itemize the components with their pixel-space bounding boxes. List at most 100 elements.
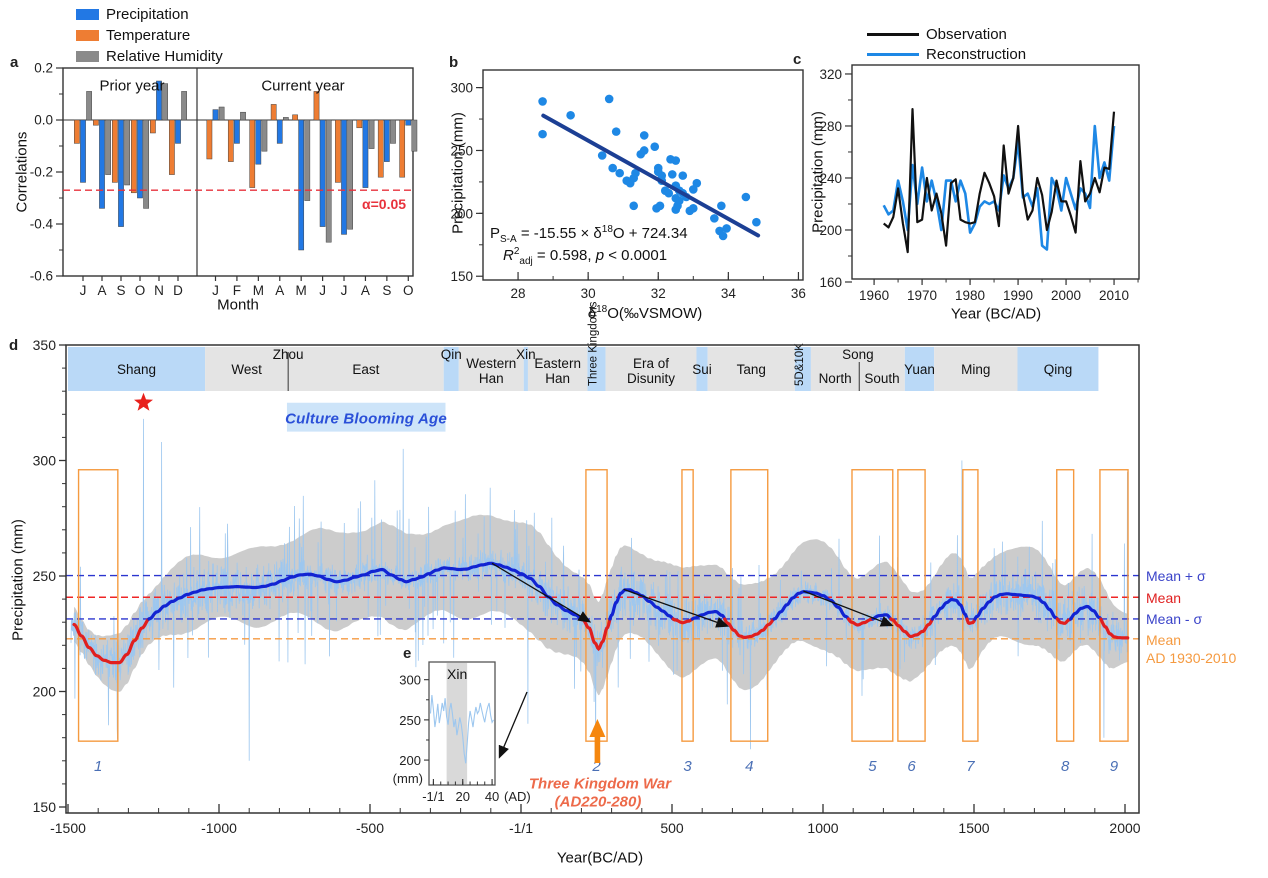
drought-box-6 — [897, 469, 926, 742]
bar-precipitation — [319, 119, 326, 227]
svg-text:A: A — [97, 283, 106, 298]
bar-relative-humidity — [143, 119, 149, 209]
scatter-point — [664, 188, 674, 198]
bar-precipitation — [99, 119, 105, 209]
dynasty-label-era-of-disunity: Era of — [633, 356, 669, 371]
panel-letter-a: a — [10, 54, 19, 71]
svg-text:250: 250 — [399, 713, 421, 728]
dynasty-label-eastern-han: Eastern — [534, 356, 581, 371]
scatter-point — [752, 217, 761, 227]
svg-text:250: 250 — [450, 143, 473, 158]
dynasty-label-tang: Tang — [737, 362, 766, 377]
inset-annual-series — [429, 694, 494, 764]
svg-text:-0.4: -0.4 — [30, 217, 54, 232]
drought-box-9 — [1099, 469, 1129, 742]
scatter-point — [604, 94, 614, 104]
scatter-point — [597, 151, 607, 160]
scatter-point — [650, 142, 660, 152]
prior-year-label: Prior year — [99, 77, 165, 95]
dynasty-label-qing: Qing — [1044, 362, 1073, 377]
d-ticks: 350 300 250 200 150 -1500 -1000 -500 -1/1 500 1000… — [33, 337, 1141, 836]
smoothed-curve-blue-segment — [690, 609, 727, 621]
dynasty-label-western-han: Han — [479, 371, 504, 386]
svg-text:J: J — [319, 283, 326, 298]
panel-letter-c: c — [793, 51, 802, 68]
svg-text:-1500: -1500 — [50, 820, 86, 836]
dynasty-label-5d-10k: 5D&10K — [794, 343, 806, 386]
scatter-point — [671, 156, 681, 165]
svg-text:-0.6: -0.6 — [30, 269, 53, 284]
svg-text:-1/1: -1/1 — [509, 820, 533, 836]
smoothed-curve — [72, 561, 1130, 665]
smoothed-curve-red-segment — [965, 617, 977, 625]
panel-letter-e: e — [403, 645, 412, 662]
bar-temperature — [169, 119, 175, 175]
svg-text:28: 28 — [511, 286, 526, 301]
b-x-axis-title: δ18O(‰VSMOW) — [587, 304, 703, 322]
dynasty-band-ming — [934, 347, 1018, 391]
b-ticks: 150 200 250 300 28 30 32 34 36 — [450, 81, 805, 301]
inset-pointer-arrow — [498, 691, 528, 759]
bar-temperature — [112, 119, 118, 183]
dynasty-label-three-kingdoms: Three Kingdoms — [588, 301, 600, 386]
svg-text:150: 150 — [450, 269, 473, 284]
svg-text:(AD): (AD) — [504, 789, 531, 804]
bar-relative-humidity — [347, 119, 353, 230]
scatter-point — [667, 170, 677, 179]
bar-temperature — [292, 114, 298, 121]
dynasty-band-tang — [707, 347, 795, 391]
temperature-swatch — [76, 30, 99, 41]
bar-precipitation — [276, 119, 283, 144]
c-x-axis-title: Year (BC/AD) — [950, 305, 1042, 323]
drought-boxes: 1 2 3 4 5 6 7 8 9 — [77, 469, 1129, 775]
declining-trend-arrow — [803, 590, 894, 627]
dynasty-band-three-kingdoms — [587, 347, 606, 391]
svg-text:160: 160 — [819, 275, 842, 290]
declining-trend-arrow — [623, 588, 730, 628]
dynasty-band-east-zhou — [288, 347, 444, 391]
bar-relative-humidity — [86, 91, 92, 121]
scatter-point — [671, 205, 681, 214]
drought-number-5: 5 — [868, 758, 877, 775]
smoothed-curve-red-segment — [846, 617, 875, 627]
scatter-point — [538, 129, 547, 139]
panel-e-inset: 300 250 200 (mm) -1/1 20 40 (AD) — [393, 661, 531, 804]
svg-text:S: S — [116, 283, 125, 298]
dynasty-label-west-zhou: West — [231, 362, 262, 377]
precipitation-swatch — [76, 9, 99, 20]
legend-a-row-precipitation: Precipitation — [76, 6, 189, 23]
svg-text:200: 200 — [450, 206, 473, 221]
svg-text:-1000: -1000 — [201, 820, 237, 836]
svg-text:0.2: 0.2 — [34, 61, 53, 76]
smoothed-curve-blue-segment — [973, 592, 1060, 621]
smoothed-curve-blue-segment — [930, 597, 969, 621]
dynasty-label-xin: Xin — [516, 347, 536, 362]
humidity-swatch — [76, 51, 99, 62]
svg-text:1500: 1500 — [958, 820, 989, 836]
three-kingdom-war-label: Three Kingdom War — [528, 775, 672, 793]
dynasty-band-song — [810, 347, 905, 391]
smoothed-curve-red-segment — [671, 617, 695, 625]
legend-c-label: Observation — [926, 26, 1007, 43]
smoothed-curve-red-segment — [72, 617, 151, 665]
dynasty-label-zhou: Zhou — [273, 347, 304, 362]
a-x-axis-title: Month — [217, 296, 259, 314]
svg-text:32: 32 — [651, 286, 666, 301]
scatter-point — [717, 201, 726, 211]
svg-text:300: 300 — [450, 81, 473, 96]
a-y-axis-title: Correlations — [13, 131, 31, 213]
svg-text:1960: 1960 — [859, 288, 889, 303]
scatter-point — [631, 168, 640, 178]
panel-letter-b: b — [449, 54, 459, 71]
bar-precipitation — [156, 80, 162, 121]
dynasty-band-western-han — [458, 347, 524, 391]
scatter-point — [674, 196, 684, 206]
war-up-arrow — [589, 719, 606, 763]
scatter-point — [566, 110, 575, 120]
uncertainty-band — [74, 514, 1128, 696]
panel-letter-d: d — [9, 337, 19, 354]
bar-temperature — [131, 119, 137, 194]
bar-precipitation — [298, 119, 305, 251]
scatter-point — [629, 201, 639, 211]
